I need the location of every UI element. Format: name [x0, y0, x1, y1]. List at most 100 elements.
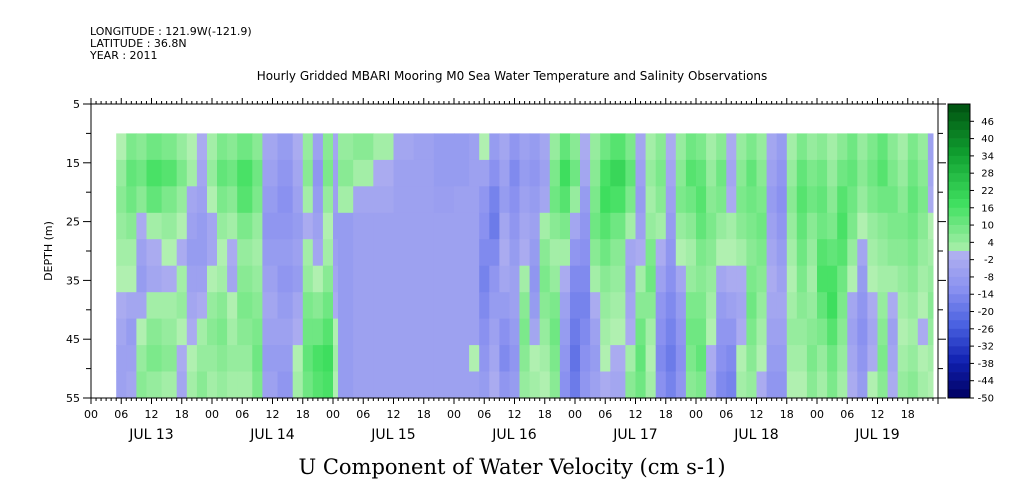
heatmap-cell	[917, 186, 929, 214]
heatmap-cell	[322, 212, 334, 240]
heatmap-cell	[726, 292, 737, 320]
heatmap-cell	[353, 265, 374, 293]
heatmap-cell	[509, 292, 521, 320]
heatmap-cell	[373, 345, 395, 373]
heatmap-cell	[867, 371, 879, 399]
heatmap-cell	[262, 159, 279, 187]
heatmap-cell	[489, 133, 500, 161]
heatmap-cell	[610, 159, 626, 187]
x-hour-label: 06	[114, 408, 128, 421]
heatmap-cell	[827, 212, 838, 240]
heatmap-cell	[857, 239, 868, 267]
heatmap-cell	[237, 345, 253, 373]
heatmap-cell	[509, 186, 521, 214]
heatmap-cell	[696, 265, 707, 293]
heatmap-cell	[756, 345, 768, 373]
y-axis-labels: 5 15 25 35 45 55	[66, 98, 80, 405]
heatmap-cell	[726, 133, 737, 161]
heatmap-cell	[746, 133, 758, 161]
colorbar-swatch	[948, 181, 970, 191]
heatmap-cell	[176, 133, 188, 161]
heatmap-cell	[292, 212, 304, 240]
heatmap-cell	[927, 239, 934, 267]
heatmap-cell	[312, 292, 324, 320]
heatmap-cell	[302, 371, 314, 399]
heatmap-cell	[312, 318, 324, 346]
heatmap-cell	[857, 345, 868, 373]
heatmap-cell	[786, 292, 798, 320]
heatmap-cell	[479, 239, 490, 267]
heatmap-cell	[519, 265, 531, 293]
colorbar-swatch	[948, 389, 970, 399]
heatmap-cell	[252, 345, 263, 373]
heatmap-cell	[207, 345, 218, 373]
heatmap-cell	[237, 292, 253, 320]
heatmap-cell	[746, 292, 758, 320]
heatmap-cell	[927, 159, 934, 187]
heatmap-cell	[549, 186, 561, 214]
heatmap-cell	[786, 371, 798, 399]
heatmap-cell	[927, 371, 934, 399]
heatmap-cell	[776, 318, 788, 346]
heatmap-cell	[519, 133, 531, 161]
heatmap-cell	[161, 239, 178, 267]
heatmap-cell	[726, 212, 737, 240]
heatmap-cell	[645, 265, 657, 293]
heatmap-cell	[877, 371, 889, 399]
heatmap-cell	[907, 292, 919, 320]
heatmap-cell	[186, 133, 198, 161]
heatmap-cell	[837, 292, 848, 320]
x-hour-label: 00	[326, 408, 340, 421]
colorbar-swatch	[948, 320, 970, 330]
heatmap-cell	[136, 212, 148, 240]
heatmap-cell	[625, 239, 637, 267]
heatmap-cell	[580, 239, 591, 267]
heatmap-cell	[353, 186, 374, 214]
colorbar-swatch	[948, 173, 970, 183]
heatmap-cell	[479, 292, 490, 320]
heatmap-cell	[116, 292, 127, 320]
colorbar-label: 34	[981, 151, 994, 162]
heatmap-cell	[786, 318, 798, 346]
heatmap-cell	[837, 212, 848, 240]
heatmap-cell	[696, 239, 707, 267]
colorbar-swatch	[948, 129, 970, 139]
heatmap-cell	[685, 345, 697, 373]
heatmap-cell	[176, 318, 188, 346]
heatmap-cell	[539, 318, 551, 346]
heatmap-cell	[635, 133, 647, 161]
heatmap-cell	[302, 265, 314, 293]
heatmap-cell	[817, 318, 828, 346]
heatmap-cell	[877, 239, 889, 267]
heatmap-cell	[706, 345, 717, 373]
heatmap-cell	[570, 371, 581, 399]
heatmap-cell	[413, 371, 435, 399]
heatmap-cell	[600, 133, 611, 161]
heatmap-cell	[479, 186, 490, 214]
heatmap-cell	[877, 159, 889, 187]
heatmap-cell	[529, 371, 541, 399]
colorbar-label: -20	[978, 307, 994, 318]
heatmap-cell	[136, 318, 148, 346]
longitude-label: LONGITUDE : 121.9W(-121.9)	[90, 25, 252, 38]
heatmap-cell	[479, 345, 490, 373]
heatmap-cell	[559, 212, 571, 240]
heatmap-cell	[509, 318, 521, 346]
heatmap-cell	[570, 345, 581, 373]
heatmap-cell	[766, 292, 778, 320]
x-day-label: JUL 18	[733, 427, 778, 443]
heatmap-cell	[186, 212, 198, 240]
heatmap-cell	[312, 186, 324, 214]
heatmap-cell	[262, 345, 279, 373]
heatmap-cell	[469, 212, 480, 240]
heatmap-cell	[338, 292, 354, 320]
heatmap-cell	[766, 371, 778, 399]
colorbar-label: -38	[978, 359, 994, 370]
heatmap-cell	[665, 371, 677, 399]
heatmap-cell	[917, 212, 929, 240]
heatmap-cell	[625, 371, 637, 399]
heatmap-cell	[499, 159, 511, 187]
heatmap-cell	[726, 345, 737, 373]
heatmap-cell	[116, 318, 127, 346]
colorbar-label: 10	[981, 221, 994, 232]
